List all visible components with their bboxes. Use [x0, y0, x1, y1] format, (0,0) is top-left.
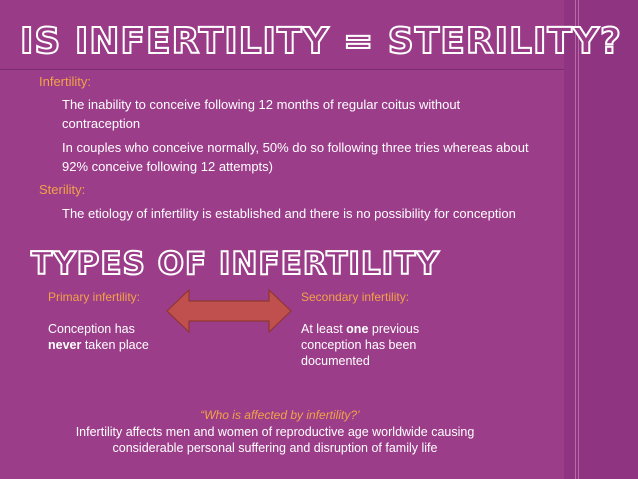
sterility-point-1: The etiology of infertility is establish… — [62, 206, 516, 221]
decor-line — [578, 0, 579, 479]
decor-line — [575, 0, 576, 479]
infertility-point-1: The inability to conceive following 12 m… — [62, 97, 461, 131]
right-strip — [564, 0, 638, 479]
section-subtitle: TYPES OF INFERTILITY — [30, 245, 440, 283]
primary-infertility-text: Conception has never taken place — [48, 322, 149, 352]
question-text: “Who is affected by infertility?’ — [200, 408, 360, 422]
double-arrow-icon — [166, 288, 292, 334]
infertility-point-2: In couples who conceive normally, 50% do… — [62, 140, 529, 174]
slide-title: IS INFERTILITY = STERILITY? — [19, 20, 622, 63]
statement-text: Infertility affects men and women of rep… — [75, 425, 475, 455]
secondary-infertility-label: Secondary infertility: — [301, 290, 410, 304]
infertility-heading: Infertility: — [39, 74, 92, 89]
secondary-infertility-text: At least one previous conception has bee… — [301, 322, 420, 368]
sterility-heading: Sterility: — [39, 182, 86, 197]
primary-infertility-label: Primary infertility: — [48, 290, 141, 304]
title-band — [0, 0, 564, 70]
